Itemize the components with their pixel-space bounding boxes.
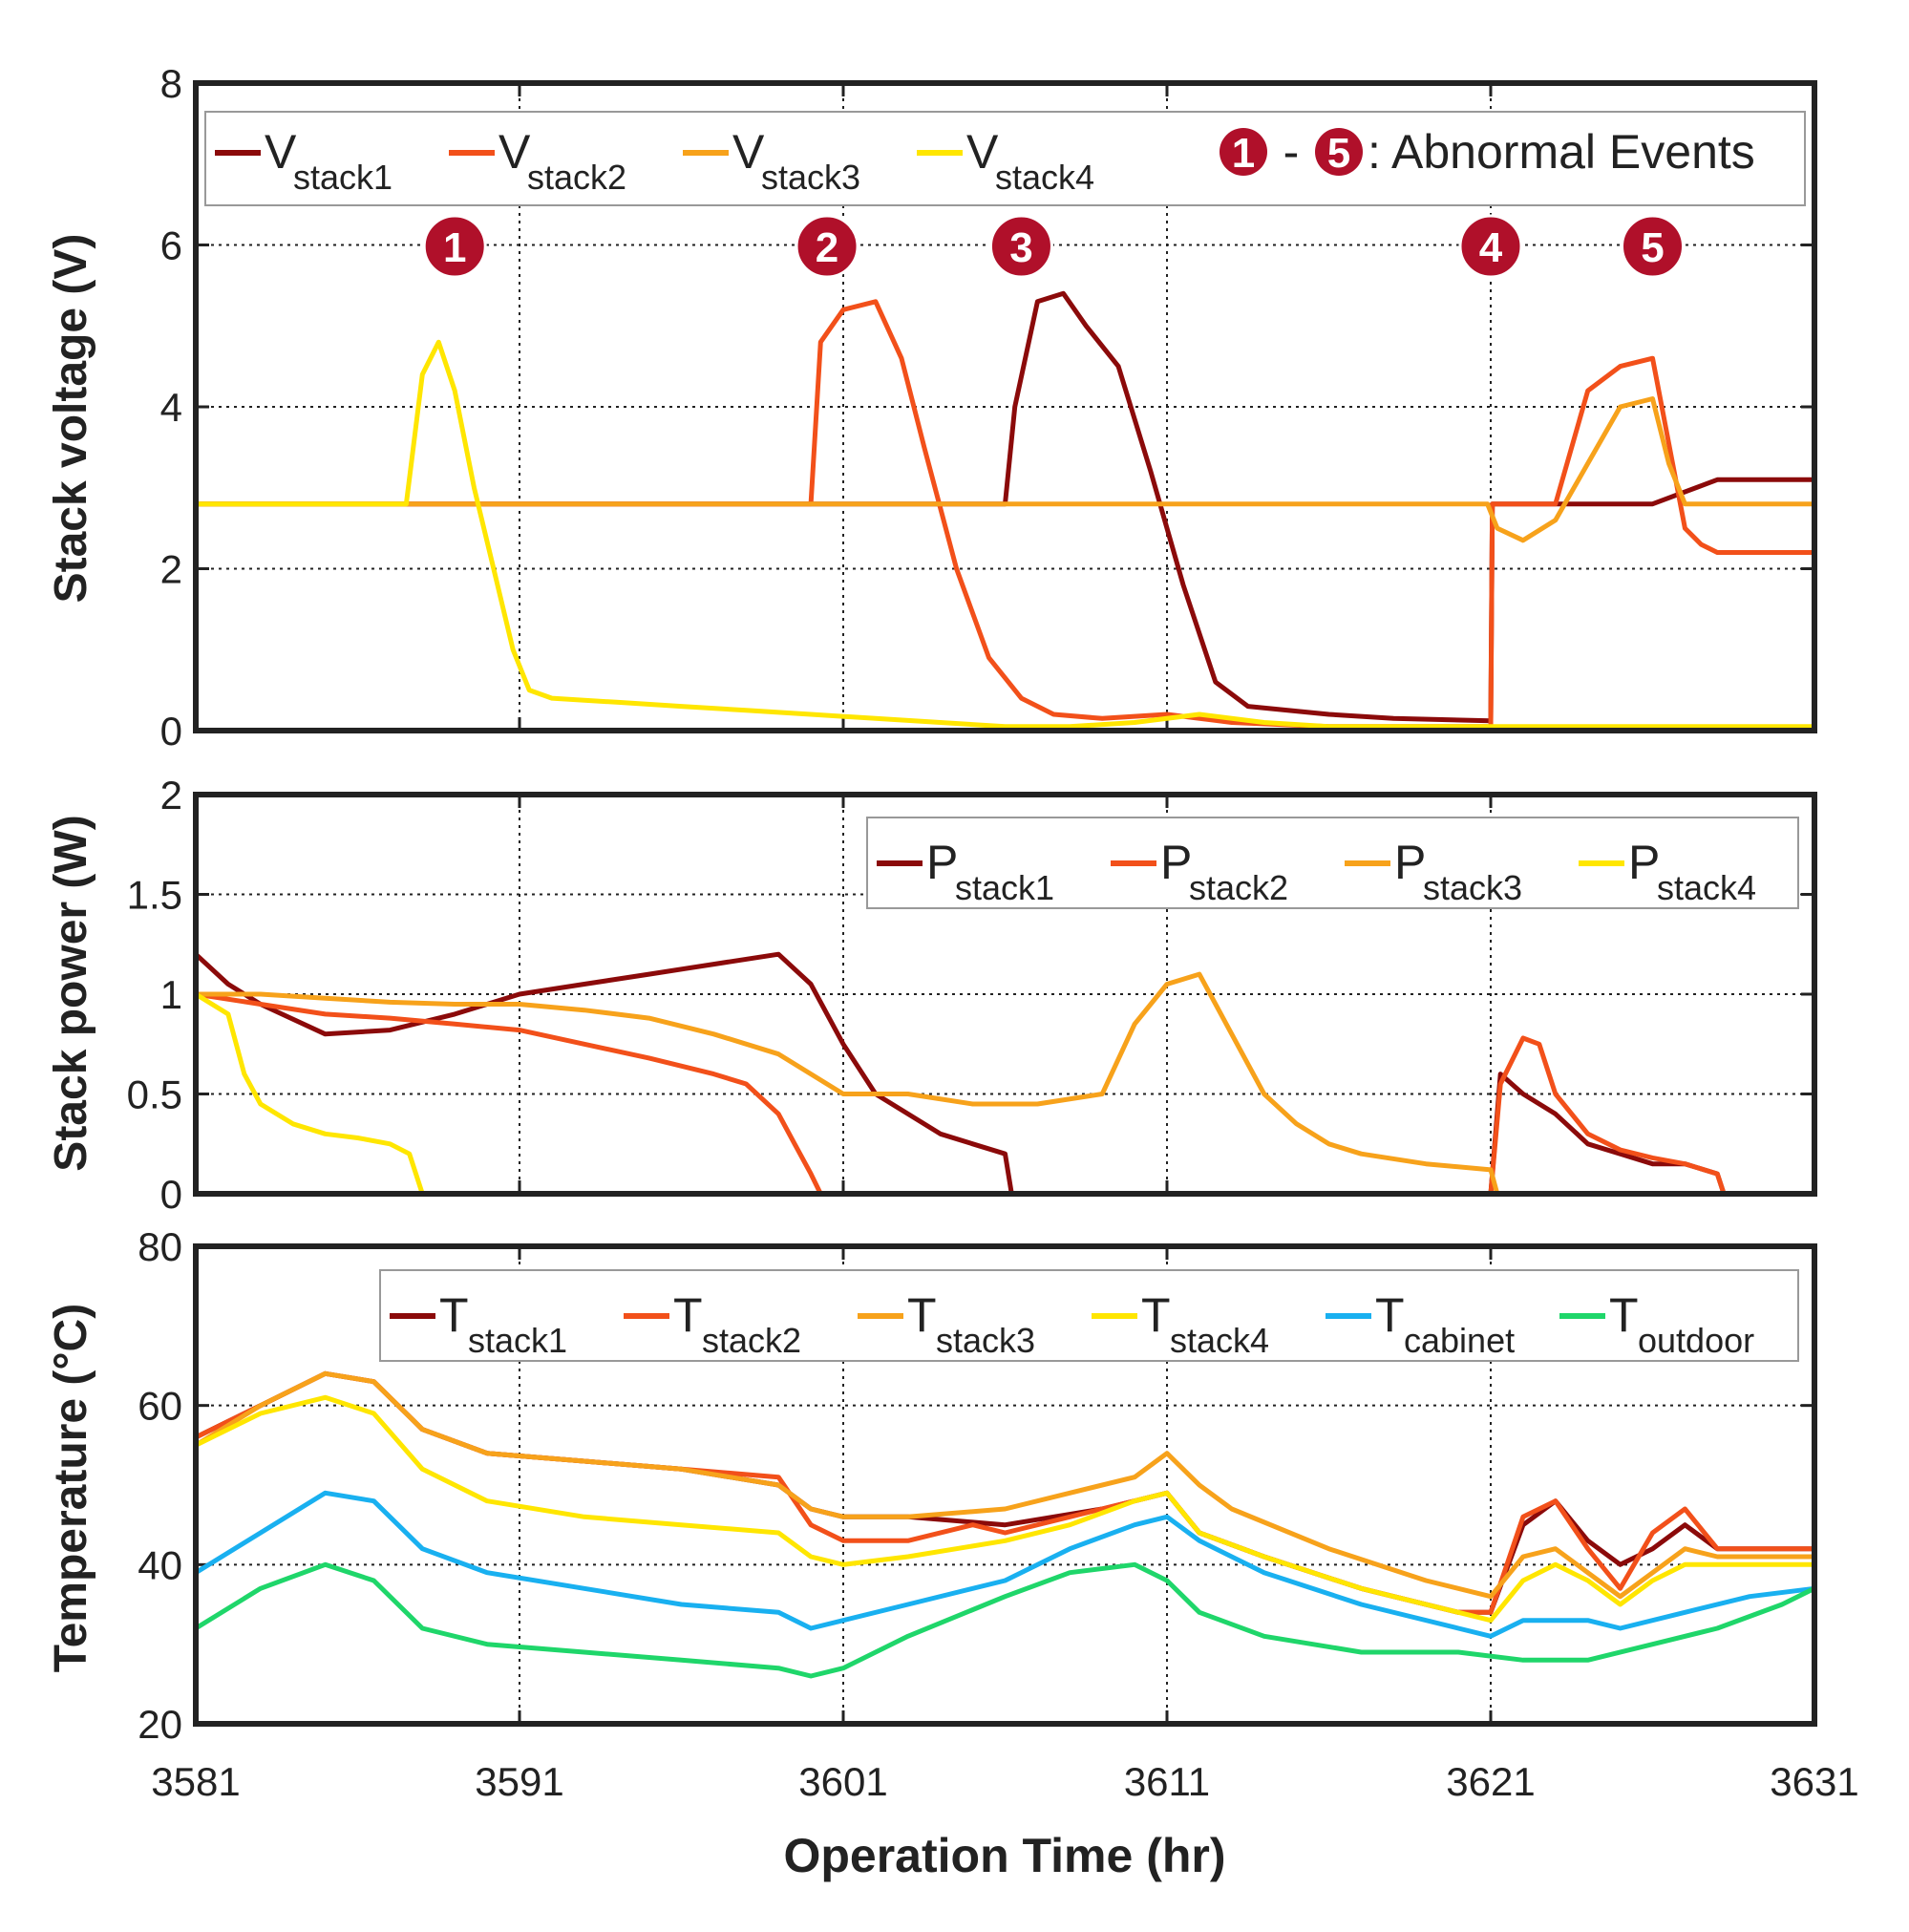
- legend-label: V: [732, 125, 765, 179]
- legend-label: T: [907, 1288, 937, 1342]
- legend-label: T: [673, 1288, 703, 1342]
- series-line-tstack3: [194, 1370, 1814, 1600]
- y-axis-label-power: Stack power (W): [46, 815, 96, 1171]
- y-tick-label: 4: [160, 385, 182, 430]
- legend-label: P: [926, 836, 958, 889]
- legend-label-sub: stack4: [1657, 868, 1756, 907]
- y-tick-label: 6: [160, 223, 182, 268]
- legend-label-sub: stack3: [936, 1321, 1035, 1360]
- event-legend-from: 1: [1232, 130, 1255, 177]
- legend-label-sub: stack4: [1170, 1321, 1269, 1360]
- event-badge: [795, 214, 859, 279]
- event-marker-2: 2: [795, 214, 859, 279]
- series-line-vstack3: [196, 396, 1814, 543]
- x-tick-label: 3621: [1446, 1759, 1535, 1804]
- series-line-pstack2: [195, 991, 1814, 1197]
- event-badge: [1458, 214, 1523, 279]
- y-axis-label-voltage: Stack voltage (V): [46, 234, 96, 604]
- legend-label-sub: stack1: [955, 868, 1054, 907]
- legend-label: P: [1160, 836, 1192, 889]
- legend-label: V: [966, 125, 999, 179]
- event-marker-5: 5: [1621, 214, 1685, 279]
- event-legend-to: 5: [1327, 130, 1350, 177]
- y-tick-label: 0: [160, 1172, 182, 1217]
- y-tick-label: 2: [160, 773, 182, 817]
- legend-label: T: [439, 1288, 469, 1342]
- event-marker-1: 1: [422, 214, 487, 279]
- legend-label-sub: stack4: [995, 158, 1094, 197]
- y-tick-label: 0.5: [127, 1072, 182, 1117]
- event-markers: 1 2 3 4 5: [422, 214, 1685, 279]
- legend-label-sub: outdoor: [1638, 1321, 1754, 1360]
- y-tick-label: 0: [160, 709, 182, 754]
- y-tick-label: 1.5: [127, 873, 182, 918]
- legend-label: P: [1394, 836, 1426, 889]
- legend-box: [866, 817, 1799, 909]
- series-line-pstack4: [194, 991, 1814, 1197]
- legend-label: V: [498, 125, 531, 179]
- legend-label: V: [265, 125, 297, 179]
- event-number: 4: [1479, 224, 1503, 271]
- event-badge: [422, 214, 487, 279]
- event-number: 1: [443, 224, 466, 271]
- legend-label-sub: stack3: [761, 158, 860, 197]
- event-legend-dash: -: [1283, 125, 1300, 179]
- y-tick-label: 60: [138, 1384, 182, 1429]
- y-tick-label: 80: [138, 1224, 182, 1269]
- x-tick-label: 3611: [1124, 1759, 1210, 1804]
- axes-frame: [193, 80, 1817, 733]
- x-tick-label: 3581: [151, 1759, 240, 1804]
- x-tick-labels: 3581 3591 3601 3611 3621 3631: [151, 1759, 1858, 1804]
- legend-label-sub: stack2: [702, 1321, 801, 1360]
- event-marker-4: 4: [1458, 214, 1523, 279]
- series-line-pstack1: [194, 951, 1814, 1197]
- legend-label-sub: stack1: [468, 1321, 567, 1360]
- legend-label-sub: cabinet: [1404, 1321, 1515, 1360]
- event-number: 3: [1009, 224, 1032, 271]
- series-line-vstack4: [196, 339, 1814, 730]
- y-tick-label: 2: [160, 547, 182, 592]
- legend-label: T: [1375, 1288, 1405, 1342]
- x-tick-label: 3631: [1770, 1759, 1858, 1804]
- legend-label: T: [1609, 1288, 1639, 1342]
- y-axis-label-temperature: Temperature (°C): [46, 1304, 96, 1672]
- legend-label-sub: stack1: [293, 158, 392, 197]
- event-legend-badge-from: [1220, 128, 1267, 176]
- legend-label: T: [1141, 1288, 1171, 1342]
- y-tick-label: 8: [160, 61, 182, 106]
- axes-frame: [193, 1243, 1817, 1727]
- series-line-pstack3: [196, 971, 1814, 1197]
- series-line-toutdoor: [194, 1561, 1816, 1679]
- event-legend-text: : Abnormal Events: [1368, 125, 1755, 179]
- y-tick-label: 40: [138, 1542, 182, 1587]
- x-axis-label: Operation Time (hr): [783, 1829, 1225, 1882]
- series-line-tstack4: [194, 1394, 1814, 1624]
- legend-label-sub: stack2: [527, 158, 626, 197]
- series-line-tcabinet: [194, 1490, 1815, 1639]
- event-number: 5: [1641, 224, 1664, 271]
- axes-frame: [193, 792, 1817, 1197]
- legend-label: P: [1628, 836, 1660, 889]
- legend-label-sub: stack2: [1189, 868, 1288, 907]
- event-badge: [1621, 214, 1685, 279]
- event-marker-3: 3: [988, 214, 1053, 279]
- x-tick-label: 3601: [798, 1759, 887, 1804]
- event-legend-badge-to: [1315, 128, 1363, 176]
- y-tick-label: 1: [160, 972, 182, 1017]
- event-number: 2: [816, 224, 838, 271]
- legend-label-sub: stack3: [1423, 868, 1522, 907]
- series-line-vstack1: [196, 290, 1814, 724]
- x-tick-label: 3591: [475, 1759, 563, 1804]
- event-legend: 1 - 5 : Abnormal Events: [1220, 125, 1755, 179]
- legend-box: [204, 111, 1806, 206]
- event-badge: [988, 214, 1053, 279]
- y-tick-label: 20: [138, 1702, 182, 1747]
